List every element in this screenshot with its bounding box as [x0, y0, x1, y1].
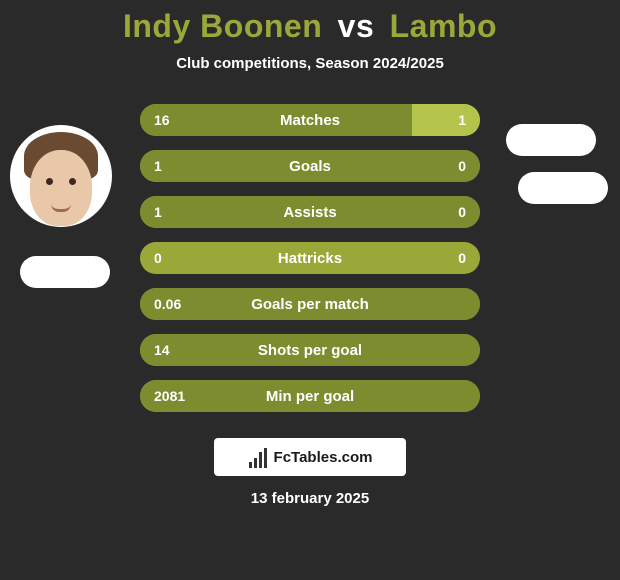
stat-row: 0.06Goals per match [140, 288, 480, 320]
stat-right-value: 0 [458, 196, 466, 228]
stat-row: 1Assists0 [140, 196, 480, 228]
root: Indy Boonen vs Lambo Club competitions, … [0, 0, 620, 580]
logo-text-com: .com [337, 449, 372, 466]
comparison-chart: 16Matches11Goals01Assists00Hattricks00.0… [0, 104, 620, 412]
stat-row: 0Hattricks0 [140, 242, 480, 274]
stat-label: Assists [140, 196, 480, 228]
stat-label: Matches [140, 104, 480, 136]
logo-text-fc: FcTables [274, 449, 338, 466]
stat-right-value: 0 [458, 242, 466, 274]
logo-text: FcTables.com [274, 449, 373, 466]
stat-label: Min per goal [140, 380, 480, 412]
stat-label: Hattricks [140, 242, 480, 274]
stat-row: 1Goals0 [140, 150, 480, 182]
subtitle: Club competitions, Season 2024/2025 [176, 55, 444, 72]
stat-label: Goals [140, 150, 480, 182]
page-title: Indy Boonen vs Lambo [123, 8, 497, 45]
date-label: 13 february 2025 [251, 490, 369, 507]
player1-name: Indy Boonen [123, 8, 322, 44]
stat-right-value: 1 [458, 104, 466, 136]
stat-row: 16Matches1 [140, 104, 480, 136]
bar-chart-icon [248, 446, 270, 468]
player2-name: Lambo [390, 8, 497, 44]
stat-right-value: 0 [458, 150, 466, 182]
fctables-logo: FcTables.com [214, 438, 406, 476]
vs-separator: vs [338, 8, 375, 44]
stat-label: Goals per match [140, 288, 480, 320]
stat-label: Shots per goal [140, 334, 480, 366]
stat-row: 14Shots per goal [140, 334, 480, 366]
stat-row: 2081Min per goal [140, 380, 480, 412]
